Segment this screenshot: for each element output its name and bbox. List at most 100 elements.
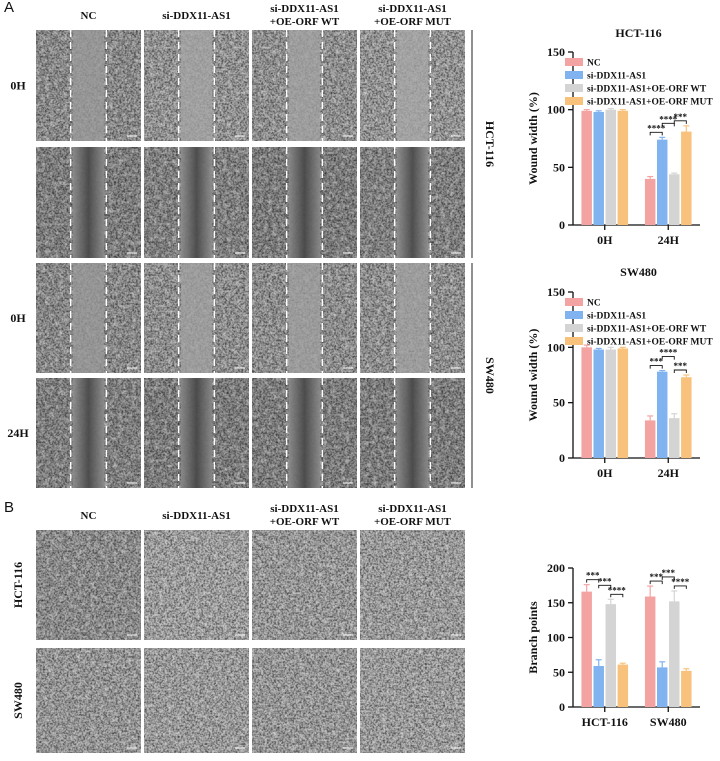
significance-label: **** — [608, 585, 627, 595]
bar — [656, 371, 668, 458]
chart-title: HCT-116 — [615, 26, 661, 40]
legend-label: NC — [587, 299, 601, 309]
y-axis-label: Branch points — [526, 601, 540, 674]
chart-title: SW480 — [620, 265, 657, 279]
bar — [669, 174, 680, 225]
wound-area — [396, 263, 429, 373]
significance-label: **** — [659, 114, 678, 124]
column-header: NC — [81, 10, 97, 22]
legend-swatch — [565, 71, 583, 79]
legend-label: si-DDX11-AS1+OE-ORF MUT — [587, 338, 713, 348]
bar — [656, 139, 668, 225]
micrograph — [144, 530, 249, 640]
y-axis-label: Wound width (%) — [526, 329, 540, 422]
x-tick-label: 0H — [597, 233, 613, 247]
micrograph-texture — [36, 648, 141, 753]
significance-label: *** — [674, 361, 688, 371]
micrograph — [360, 30, 465, 141]
column-header: si-DDX11-AS1 — [378, 503, 446, 515]
y-tick-label: 0 — [559, 451, 565, 465]
micrograph — [252, 378, 357, 488]
micrograph — [252, 648, 357, 753]
significance-bracket — [586, 579, 600, 583]
wound-shade — [360, 378, 465, 488]
significance-bracket — [673, 585, 687, 589]
significance-label: *** — [662, 568, 676, 578]
column-header: +OE-ORF WT — [270, 16, 340, 28]
wound-shade — [144, 147, 249, 258]
bar — [593, 349, 604, 458]
significance-bracket — [673, 120, 687, 124]
wound-shade — [252, 378, 357, 488]
column-header: +OE-ORF WT — [270, 516, 340, 528]
x-tick-label: SW480 — [650, 715, 687, 729]
row-label: 0H — [10, 311, 26, 325]
micrograph — [36, 378, 141, 488]
column-header: +OE-ORF MUT — [374, 516, 452, 528]
legend-label: si-DDX11-AS1+OE-ORF WT — [587, 85, 707, 95]
bar — [617, 348, 629, 458]
significance-label: *** — [586, 571, 600, 581]
legend-swatch — [565, 311, 583, 319]
legend-label: NC — [587, 59, 601, 69]
bar — [581, 591, 592, 707]
micrograph — [36, 263, 141, 373]
bar — [681, 670, 692, 707]
significance-bracket — [673, 369, 687, 373]
significance-bracket — [661, 576, 675, 580]
significance-label: **** — [647, 123, 666, 133]
legend-swatch — [565, 298, 583, 306]
significance-bracket — [598, 584, 612, 589]
micrograph — [144, 648, 249, 753]
micrograph — [360, 263, 465, 373]
micrograph-texture — [360, 648, 465, 753]
significance-bracket — [649, 580, 663, 585]
wound-shade — [252, 147, 357, 258]
significance-label: **** — [659, 348, 678, 358]
y-tick-label: 0 — [559, 218, 565, 232]
micrograph — [360, 378, 465, 488]
micrograph — [144, 378, 249, 488]
significance-label: *** — [649, 572, 663, 582]
significance-bracket — [661, 122, 675, 127]
x-tick-label: 24H — [658, 233, 680, 247]
micrograph — [36, 530, 141, 640]
micrograph — [360, 648, 465, 753]
column-header: si-DDX11-AS1 — [270, 3, 338, 15]
y-tick-label: 100 — [547, 340, 565, 354]
group-label: HCT-116 — [483, 121, 497, 167]
wound-area — [72, 263, 105, 373]
row-label: 0H — [10, 79, 26, 93]
wound-shade — [36, 378, 141, 488]
legend-label: si-DDX11-AS1+OE-ORF WT — [587, 325, 707, 335]
significance-bracket — [649, 365, 663, 369]
bar — [617, 664, 629, 707]
y-tick-label: 100 — [547, 103, 565, 117]
micrograph-texture — [144, 648, 249, 753]
panel-label: B — [4, 499, 14, 516]
bar — [669, 601, 680, 707]
micrograph — [144, 30, 249, 141]
column-header: +OE-ORF MUT — [374, 16, 452, 28]
wound-area — [396, 30, 429, 141]
panel-label: A — [4, 0, 14, 16]
x-tick-label: 24H — [658, 466, 680, 480]
bar — [581, 110, 592, 225]
micrograph — [360, 530, 465, 640]
wound-shade — [360, 147, 465, 258]
bar — [644, 420, 656, 458]
bar — [605, 109, 617, 225]
bar — [669, 418, 680, 458]
y-tick-label: 200 — [547, 561, 565, 575]
legend-swatch — [565, 337, 583, 345]
y-tick-label: 100 — [547, 631, 565, 645]
micrograph — [144, 263, 249, 373]
wound-shade — [36, 147, 141, 258]
y-tick-label: 0 — [559, 700, 565, 714]
significance-bracket — [610, 593, 624, 598]
significance-label: **** — [671, 577, 690, 587]
significance-bracket — [661, 356, 675, 360]
y-tick-label: 150 — [547, 45, 565, 59]
